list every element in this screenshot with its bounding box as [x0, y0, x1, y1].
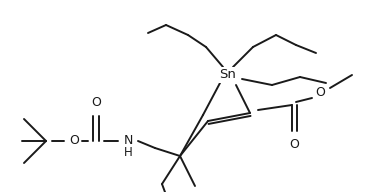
- Text: O: O: [69, 135, 79, 147]
- Text: O: O: [315, 87, 325, 99]
- Text: O: O: [289, 138, 299, 151]
- Text: H: H: [124, 146, 132, 160]
- Text: O: O: [91, 97, 101, 109]
- Text: Sn: Sn: [220, 69, 236, 81]
- Text: N: N: [123, 135, 133, 147]
